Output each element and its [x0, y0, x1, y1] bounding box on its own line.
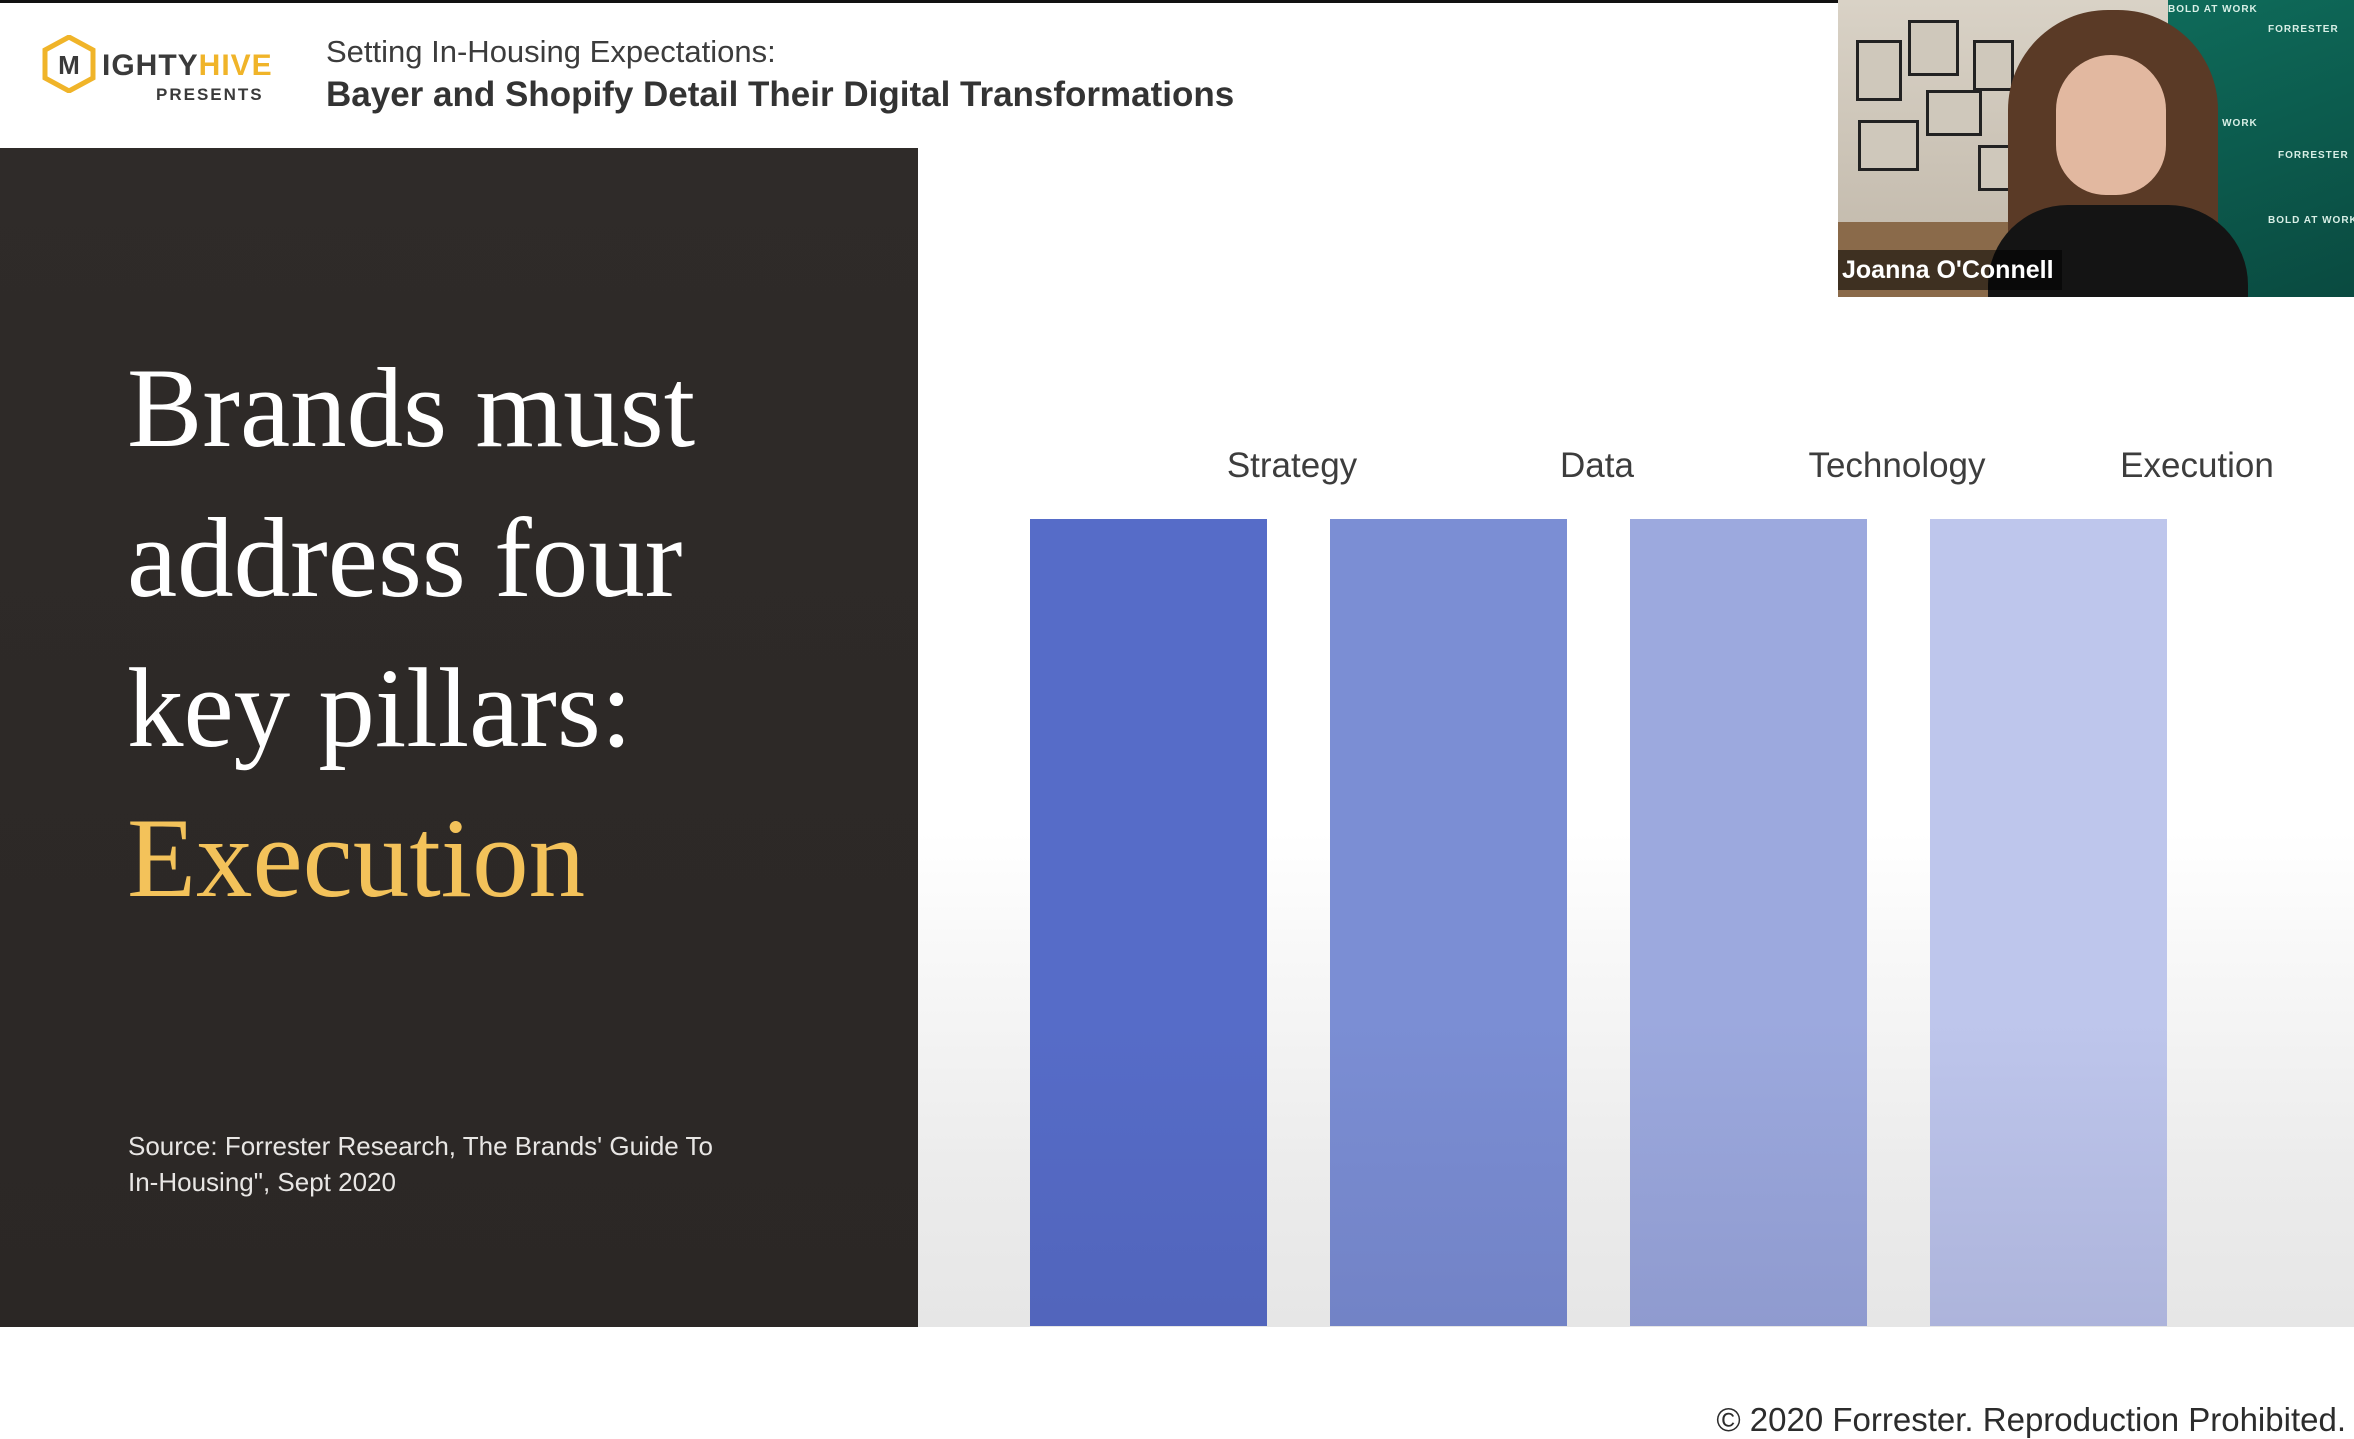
- headline-panel: Brands must address four key pillars: Ex…: [0, 148, 918, 1327]
- pillar-label-strategy: Strategy: [1226, 446, 1358, 485]
- logo-word-hive: HIVE: [198, 49, 273, 82]
- banner-text-1: BOLD AT WORK: [2168, 4, 2258, 15]
- logo-presents: PRESENTS: [156, 85, 264, 104]
- logo-wordmark: IGHTYHIVE: [102, 49, 273, 83]
- participant-face: [2056, 55, 2166, 195]
- participant-video[interactable]: BOLD AT WORK FORRESTER BOLD AT WORK FORR…: [1838, 0, 2354, 297]
- wall-frame: [1856, 40, 1902, 101]
- participant-name-tag: Joanna O'Connell: [1838, 250, 2062, 290]
- headline-accent: Execution: [127, 796, 586, 921]
- header-subtitle: Setting In-Housing Expectations:: [326, 34, 776, 69]
- headline-line-3: key pillars:: [127, 646, 633, 771]
- pillar-label-technology: Technology: [1808, 446, 1986, 485]
- pillar-bar-technology: [1630, 519, 1867, 1326]
- source-line-2: In-Housing", Sept 2020: [128, 1167, 396, 1197]
- banner-text-4: FORRESTER: [2278, 150, 2349, 161]
- banner-text-2: FORRESTER: [2268, 24, 2339, 35]
- wall-frame: [1973, 40, 2014, 91]
- pillars-area: Strategy Data Technology Execution © 202…: [918, 148, 2354, 1438]
- pillar-label-data: Data: [1560, 446, 1634, 485]
- pillar-label-execution: Execution: [2120, 446, 2274, 485]
- slide-headline: Brands must address four key pillars: Ex…: [127, 334, 887, 934]
- pillar-bar-strategy: [1030, 519, 1267, 1326]
- header-title: Bayer and Shopify Detail Their Digital T…: [326, 75, 1235, 114]
- top-border: [0, 0, 1838, 3]
- logo-word-mighty: IGHTY: [102, 49, 199, 82]
- wall-frame: [1908, 20, 1959, 76]
- banner-text-5: BOLD AT WORK: [2268, 215, 2354, 226]
- source-citation: Source: Forrester Research, The Brands' …: [128, 1128, 828, 1200]
- slide-header: M IGHTYHIVE PRESENTS Setting In-Housing …: [0, 3, 1838, 149]
- wall-frame: [1926, 90, 1982, 136]
- pillar-bar-data: [1330, 519, 1567, 1326]
- mightyhive-hexagon-icon: M: [42, 35, 96, 93]
- pillar-bar-execution: [1930, 519, 2167, 1326]
- svg-text:M: M: [58, 50, 80, 80]
- source-line-1: Source: Forrester Research, The Brands' …: [128, 1131, 713, 1161]
- copyright-notice: © 2020 Forrester. Reproduction Prohibite…: [1716, 1401, 2346, 1438]
- wall-frame: [1858, 120, 1919, 171]
- mightyhive-logo: M IGHTYHIVE PRESENTS: [42, 33, 272, 113]
- headline-line-1: Brands must: [127, 346, 696, 471]
- headline-line-2: address four: [127, 496, 683, 621]
